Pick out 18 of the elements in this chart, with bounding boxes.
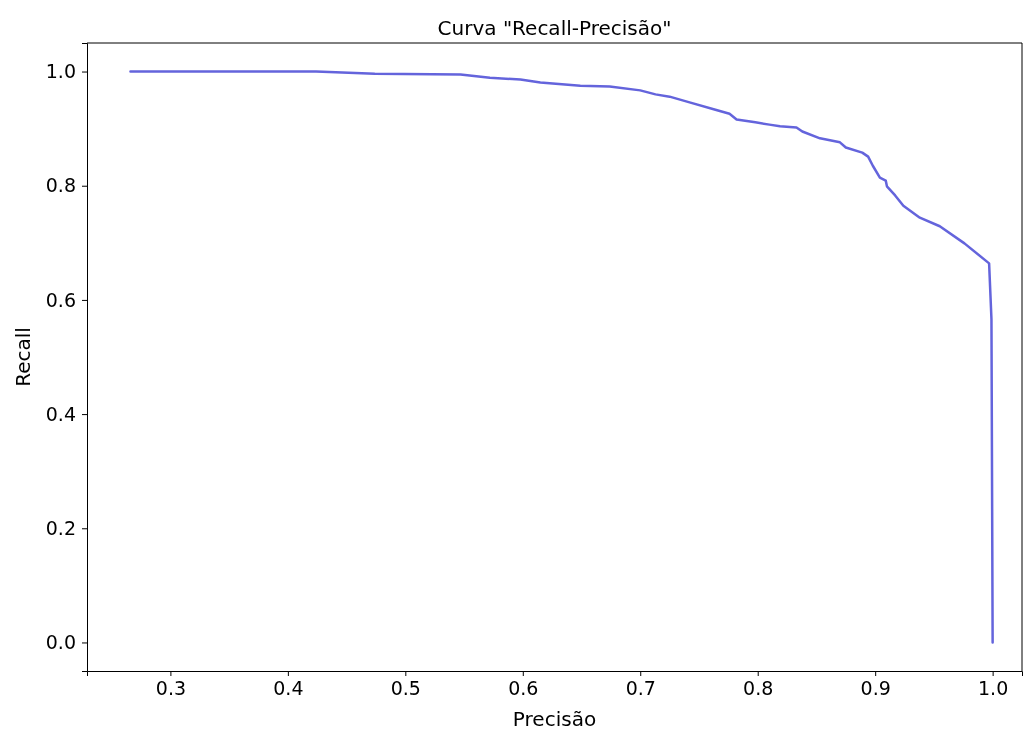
x-tick-label: 0.8 [743, 677, 774, 700]
x-axis-title: Precisão [512, 707, 597, 731]
y-tick-label: 0.0 [45, 631, 76, 654]
x-tick-label: 0.3 [155, 677, 187, 700]
y-tick-label: 0.6 [45, 288, 76, 311]
x-tick-label: 0.4 [273, 677, 304, 700]
x-tick-label: 1.0 [978, 677, 1009, 700]
x-tick-label: 0.5 [390, 677, 421, 700]
x-tick-label: 0.9 [860, 677, 891, 700]
y-tick-label: 1.0 [45, 60, 76, 83]
x-tick-label: 0.7 [625, 677, 656, 700]
x-tick-label: 0.6 [508, 677, 539, 700]
chart-title: Curva "Recall-Precisão" [437, 16, 672, 40]
line-series [129, 70, 994, 644]
y-axis-title: Recall [11, 327, 35, 387]
y-tick-label: 0.8 [45, 174, 76, 197]
y-tick-label: 0.4 [45, 402, 76, 425]
y-tick-label: 0.2 [45, 516, 76, 539]
